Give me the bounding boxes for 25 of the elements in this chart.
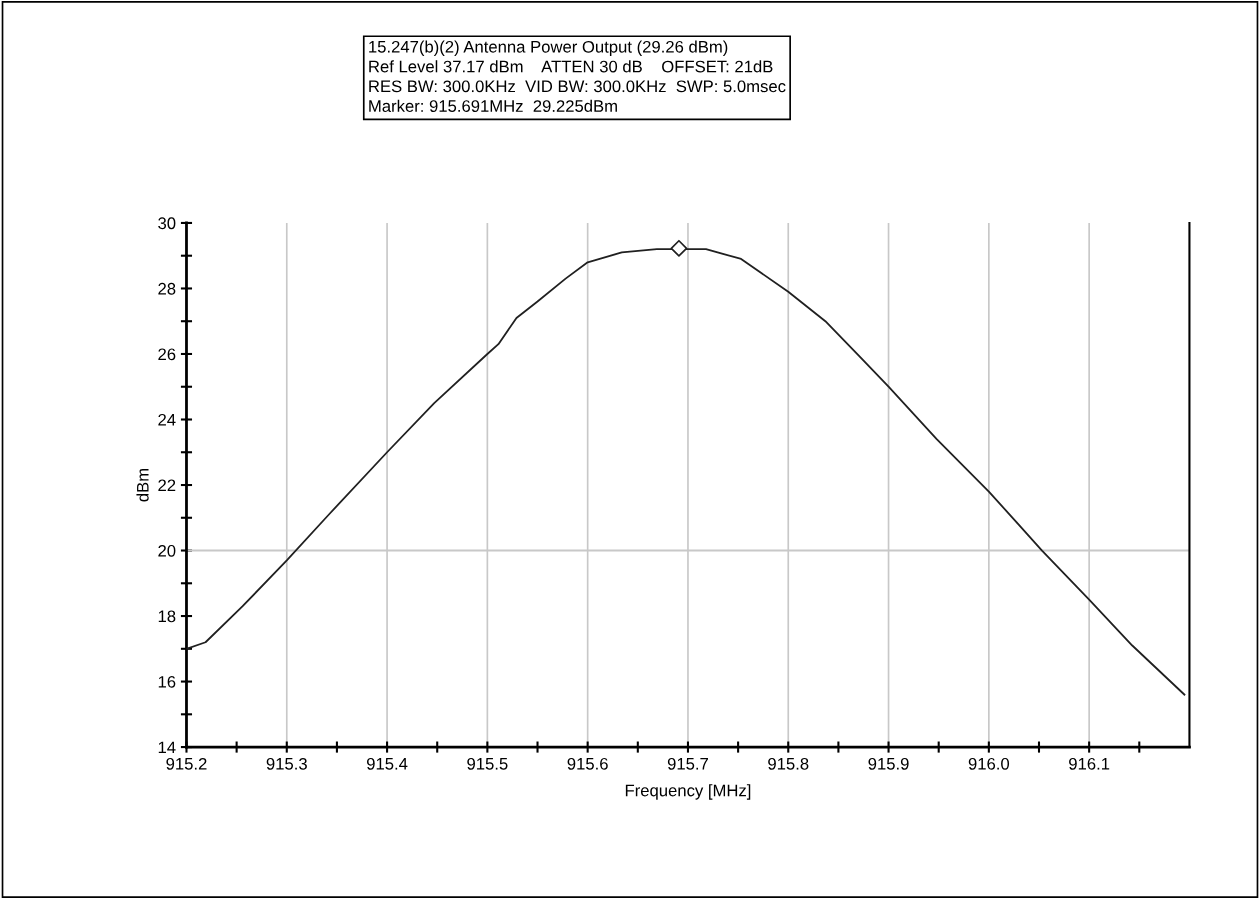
x-tick-label: 915.5 bbox=[467, 757, 508, 770]
x-tick-label: 915.6 bbox=[567, 757, 608, 770]
text: 15.247(b)(2) Antenna Power Output (29.26 dBm) bbox=[369, 40, 728, 56]
x-tick-label: 915.3 bbox=[266, 757, 307, 770]
y-tick-label: 26 bbox=[158, 348, 176, 361]
y-tick-label: 28 bbox=[158, 282, 176, 295]
y-tick-label: 18 bbox=[158, 610, 176, 623]
y-tick-label: 24 bbox=[158, 413, 176, 426]
text: Marker: 915.691MHz 29.225dBm bbox=[369, 99, 617, 112]
x-tick-label: 915.9 bbox=[868, 757, 909, 770]
x-tick-label: 916.1 bbox=[1069, 757, 1110, 770]
y-axis-title: dBm bbox=[136, 468, 149, 502]
y-tick-label: 20 bbox=[158, 544, 176, 557]
x-tick-label: 915.7 bbox=[667, 757, 708, 770]
text: RES BW: 300.0KHz VID BW: 300.0KHz SWP: 5.0msec bbox=[369, 80, 786, 93]
y-tick-label: 14 bbox=[158, 741, 176, 754]
x-tick-label: 915.2 bbox=[166, 757, 207, 770]
y-tick-label: 30 bbox=[158, 217, 176, 230]
x-tick-label: 915.8 bbox=[768, 757, 809, 770]
y-tick-label: 22 bbox=[158, 479, 176, 492]
x-axis-title: Frequency [MHz] bbox=[625, 784, 751, 800]
y-tick-label: 16 bbox=[158, 675, 176, 688]
x-tick-label: 916.0 bbox=[968, 757, 1010, 770]
text: Ref Level 37.17 dBm ATTEN 30 dB OFFSET: 21dB bbox=[369, 60, 773, 73]
x-tick-label: 915.4 bbox=[367, 757, 408, 770]
